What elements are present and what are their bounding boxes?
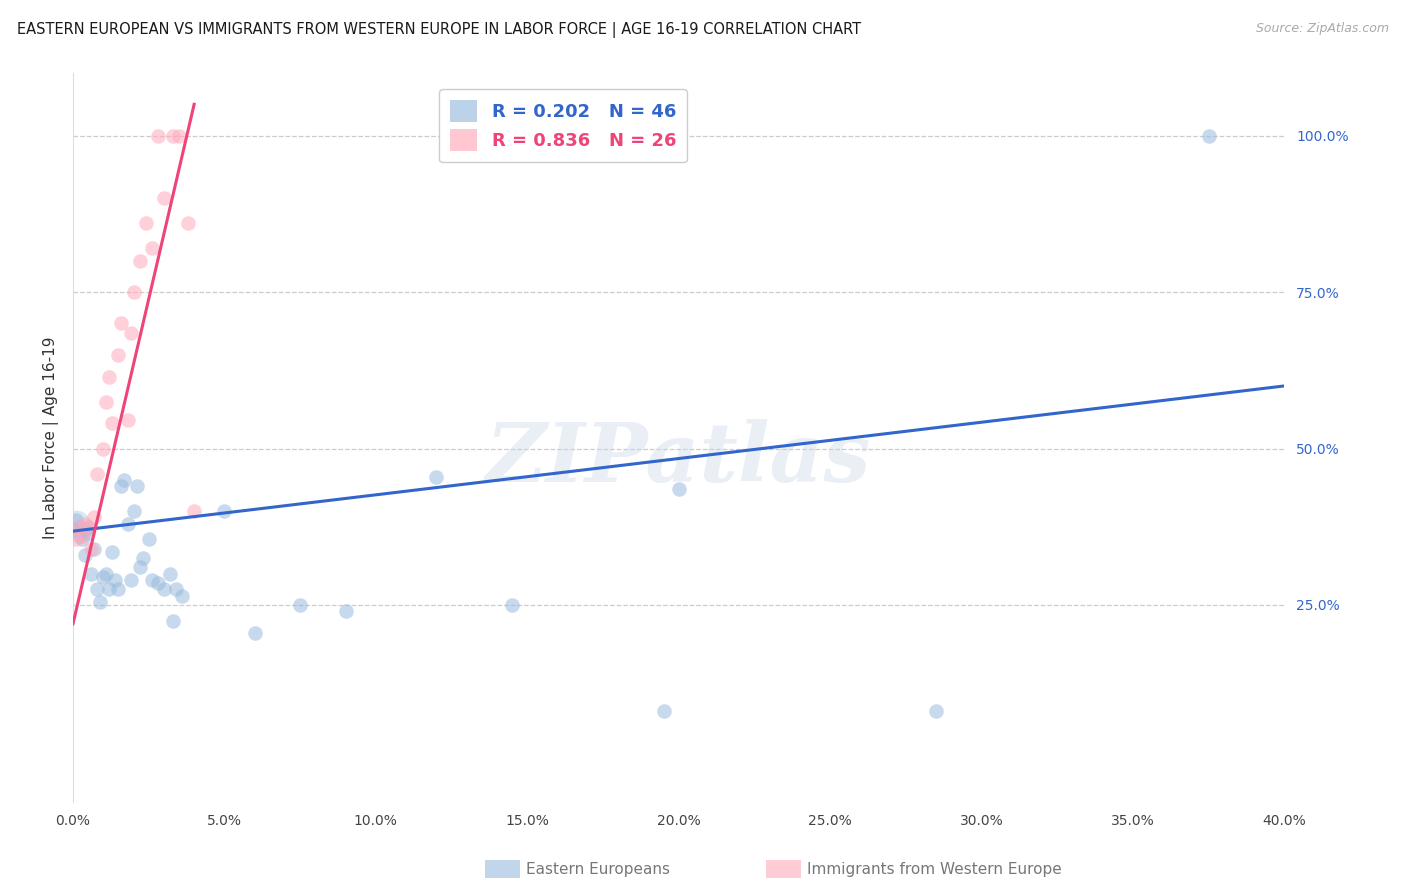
Point <box>70 523 93 537</box>
Point <box>153 191 176 205</box>
Point <box>80 566 103 581</box>
Point <box>101 417 124 431</box>
Point <box>146 576 169 591</box>
Point <box>83 510 105 524</box>
Point <box>120 573 142 587</box>
Point <box>110 479 132 493</box>
Point <box>501 598 523 612</box>
Text: ZIPatlas: ZIPatlas <box>486 419 872 500</box>
Point <box>141 573 163 587</box>
Point <box>89 595 111 609</box>
Point <box>165 582 187 597</box>
Y-axis label: In Labor Force | Age 16-19: In Labor Force | Age 16-19 <box>44 336 59 539</box>
Point <box>925 705 948 719</box>
Legend: R = 0.202   N = 46, R = 0.836   N = 26: R = 0.202 N = 46, R = 0.836 N = 26 <box>440 89 688 162</box>
Point <box>425 469 447 483</box>
Point <box>104 573 127 587</box>
Point <box>668 482 690 496</box>
Point <box>122 285 145 299</box>
Point <box>65 514 87 528</box>
Point <box>65 523 87 537</box>
Point <box>117 516 139 531</box>
Point <box>86 582 108 597</box>
Point <box>98 369 121 384</box>
Point <box>80 541 103 556</box>
Point <box>146 128 169 143</box>
Text: Immigrants from Western Europe: Immigrants from Western Europe <box>807 863 1062 877</box>
Point <box>110 316 132 330</box>
Point <box>75 516 97 531</box>
Point <box>167 128 190 143</box>
Point <box>128 560 150 574</box>
Point <box>122 504 145 518</box>
Point <box>177 216 200 230</box>
Point <box>83 541 105 556</box>
Text: Eastern Europeans: Eastern Europeans <box>526 863 669 877</box>
Point <box>96 566 118 581</box>
Point <box>67 520 90 534</box>
Point <box>162 128 184 143</box>
Point <box>128 253 150 268</box>
Point <box>65 516 87 531</box>
Point <box>67 520 90 534</box>
Point <box>120 326 142 340</box>
Point <box>75 548 97 562</box>
Point <box>65 533 87 547</box>
Point <box>125 479 148 493</box>
Point <box>114 473 136 487</box>
Point <box>70 533 93 547</box>
Point <box>135 216 157 230</box>
Point <box>1198 128 1220 143</box>
Point <box>153 582 176 597</box>
Text: Source: ZipAtlas.com: Source: ZipAtlas.com <box>1256 22 1389 36</box>
Point <box>67 529 90 543</box>
Point <box>138 533 160 547</box>
Point <box>335 604 357 618</box>
Point <box>141 241 163 255</box>
Point <box>77 526 100 541</box>
Point <box>183 504 205 518</box>
Point <box>98 582 121 597</box>
Point <box>159 566 181 581</box>
Point <box>70 529 93 543</box>
Point <box>91 442 114 456</box>
Point <box>107 582 129 597</box>
Point <box>214 504 236 518</box>
Point <box>117 413 139 427</box>
Point <box>86 467 108 481</box>
Point <box>77 520 100 534</box>
Point <box>107 348 129 362</box>
Point <box>77 520 100 534</box>
Point <box>288 598 311 612</box>
Point <box>652 705 675 719</box>
Point <box>170 589 193 603</box>
Point <box>162 614 184 628</box>
Point <box>96 394 118 409</box>
Text: EASTERN EUROPEAN VS IMMIGRANTS FROM WESTERN EUROPE IN LABOR FORCE | AGE 16-19 CO: EASTERN EUROPEAN VS IMMIGRANTS FROM WEST… <box>17 22 860 38</box>
Point <box>131 551 153 566</box>
Point <box>101 545 124 559</box>
Point <box>91 570 114 584</box>
Point <box>243 626 266 640</box>
Point <box>75 523 97 537</box>
